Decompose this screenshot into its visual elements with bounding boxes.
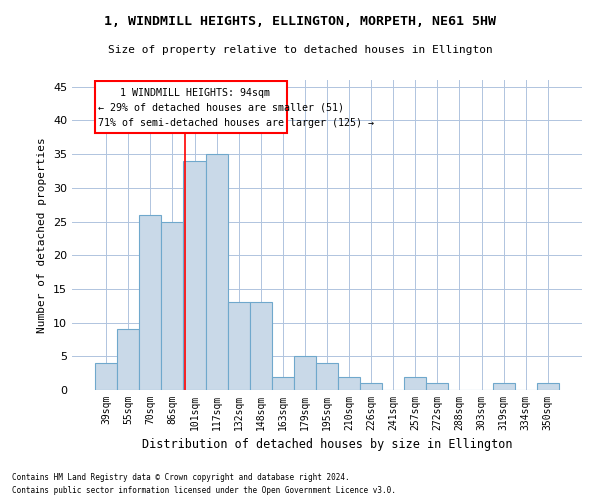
Text: Contains HM Land Registry data © Crown copyright and database right 2024.: Contains HM Land Registry data © Crown c… xyxy=(12,474,350,482)
Bar xyxy=(338,376,360,390)
Bar xyxy=(95,363,117,390)
Bar xyxy=(250,302,272,390)
Bar xyxy=(493,384,515,390)
Bar xyxy=(139,215,161,390)
Bar xyxy=(537,384,559,390)
Y-axis label: Number of detached properties: Number of detached properties xyxy=(37,137,47,333)
Text: Contains public sector information licensed under the Open Government Licence v3: Contains public sector information licen… xyxy=(12,486,396,495)
X-axis label: Distribution of detached houses by size in Ellington: Distribution of detached houses by size … xyxy=(142,438,512,452)
Bar xyxy=(227,302,250,390)
Bar xyxy=(184,161,206,390)
Bar xyxy=(404,376,427,390)
Bar xyxy=(427,384,448,390)
FancyBboxPatch shape xyxy=(95,82,287,132)
Text: 1, WINDMILL HEIGHTS, ELLINGTON, MORPETH, NE61 5HW: 1, WINDMILL HEIGHTS, ELLINGTON, MORPETH,… xyxy=(104,15,496,28)
Bar xyxy=(316,363,338,390)
Bar xyxy=(117,330,139,390)
Bar xyxy=(161,222,184,390)
Text: 1 WINDMILL HEIGHTS: 94sqm: 1 WINDMILL HEIGHTS: 94sqm xyxy=(119,88,269,98)
Text: ← 29% of detached houses are smaller (51): ← 29% of detached houses are smaller (51… xyxy=(98,103,344,113)
Text: Size of property relative to detached houses in Ellington: Size of property relative to detached ho… xyxy=(107,45,493,55)
Bar xyxy=(294,356,316,390)
Text: 71% of semi-detached houses are larger (125) →: 71% of semi-detached houses are larger (… xyxy=(98,118,374,128)
Bar xyxy=(360,384,382,390)
Bar xyxy=(272,376,294,390)
Bar xyxy=(206,154,227,390)
